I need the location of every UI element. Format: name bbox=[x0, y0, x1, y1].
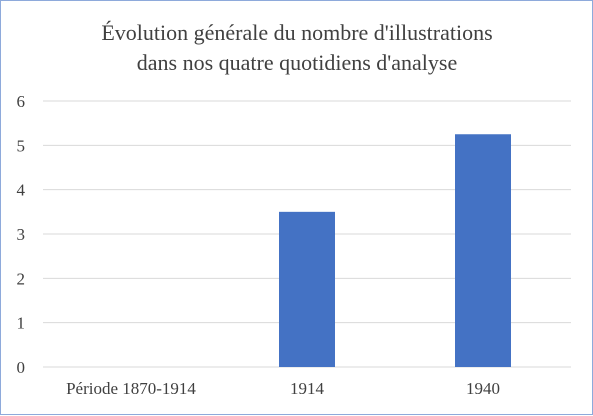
x-category-label: Période 1870-1914 bbox=[66, 379, 196, 398]
y-tick-label: 2 bbox=[17, 269, 26, 288]
chart-title-line-1: Évolution générale du nombre d'illustrat… bbox=[101, 20, 492, 45]
bars bbox=[279, 134, 511, 367]
bar-3 bbox=[455, 134, 511, 367]
x-category-label: 1940 bbox=[466, 379, 500, 398]
y-axis-tick-labels: 0 1 2 3 4 5 6 bbox=[17, 92, 26, 377]
x-category-label: 1914 bbox=[290, 379, 325, 398]
y-tick-label: 1 bbox=[17, 314, 26, 333]
chart-title-line-2: dans nos quatre quotidiens d'analyse bbox=[137, 50, 457, 75]
y-tick-label: 0 bbox=[17, 358, 26, 377]
y-tick-label: 4 bbox=[17, 181, 26, 200]
chart-title: Évolution générale du nombre d'illustrat… bbox=[101, 20, 492, 75]
x-axis-category-labels: Période 1870-1914 1914 1940 bbox=[66, 379, 500, 398]
y-tick-label: 5 bbox=[17, 136, 26, 155]
y-tick-label: 6 bbox=[17, 92, 26, 111]
bar-2 bbox=[279, 211, 335, 367]
y-tick-label: 3 bbox=[17, 225, 26, 244]
